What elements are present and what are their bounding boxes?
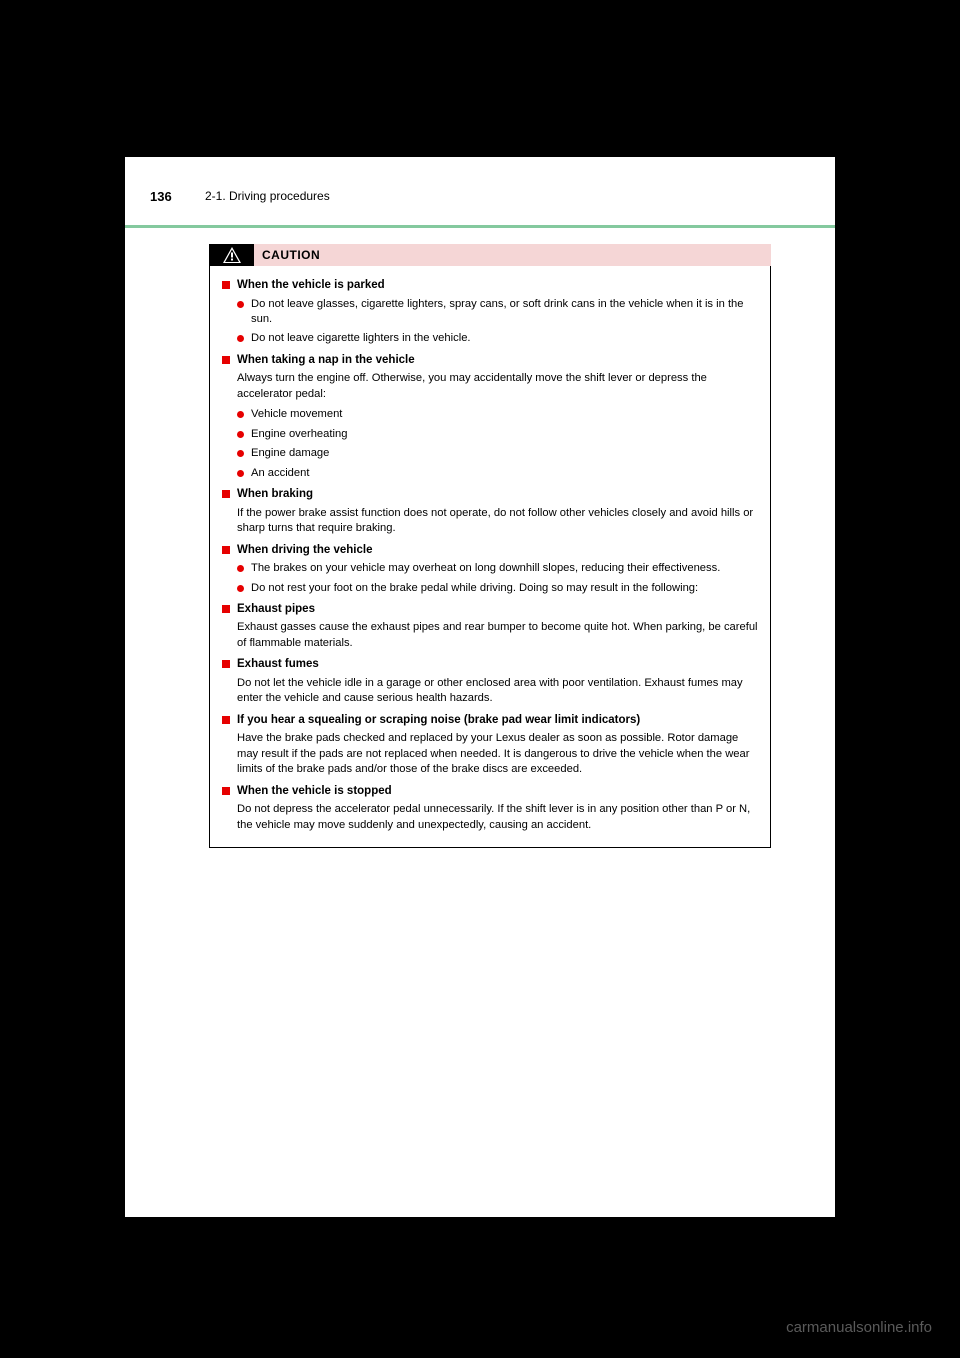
section-header: If you hear a squealing or scraping nois… [222,713,758,729]
caution-section: When the vehicle is stopped Do not depre… [222,784,758,833]
section-title: When driving the vehicle [237,543,372,559]
section-title: Exhaust fumes [237,657,319,673]
bullet-item: The brakes on your vehicle may overheat … [237,561,758,576]
bullet-text: The brakes on your vehicle may overheat … [251,561,720,576]
section-body: Have the brake pads checked and replaced… [237,731,758,777]
warning-icon [223,247,241,263]
square-bullet-icon [222,281,230,289]
chapter-title: 2-1. Driving procedures [205,189,330,203]
manual-page: 136 2-1. Driving procedures CAUTION Whe [125,157,835,1217]
section-title: If you hear a squealing or scraping nois… [237,713,640,729]
caution-section: When the vehicle is parked Do not leave … [222,278,758,347]
caution-section: If you hear a squealing or scraping nois… [222,713,758,778]
bullet-item: Do not leave glasses, cigarette lighters… [237,297,758,328]
square-bullet-icon [222,716,230,724]
section-header: Exhaust fumes [222,657,758,673]
round-bullet-icon [237,565,244,572]
bullet-item: Engine damage [237,446,758,461]
caution-content: When the vehicle is parked Do not leave … [209,266,771,848]
bullet-text: Engine overheating [251,427,347,442]
caution-label-wrap: CAUTION [254,244,771,266]
section-body: Exhaust gasses cause the exhaust pipes a… [237,620,758,651]
section-header: When braking [222,487,758,503]
section-header: When the vehicle is parked [222,278,758,294]
section-body: Do not depress the accelerator pedal unn… [237,802,758,833]
caution-header: CAUTION [209,244,771,266]
bullet-item: Vehicle movement [237,407,758,422]
round-bullet-icon [237,470,244,477]
bullet-text: Vehicle movement [251,407,342,422]
square-bullet-icon [222,605,230,613]
section-title: When the vehicle is stopped [237,784,392,800]
caution-label: CAUTION [262,248,320,262]
caution-box: CAUTION When the vehicle is parked Do no… [209,244,771,848]
square-bullet-icon [222,356,230,364]
section-header: When driving the vehicle [222,543,758,559]
caution-section: When driving the vehicle The brakes on y… [222,543,758,596]
page-number: 136 [150,189,172,204]
bullet-item: Engine overheating [237,427,758,442]
caution-section: When taking a nap in the vehicle Always … [222,353,758,481]
caution-icon-wrap [209,244,254,266]
square-bullet-icon [222,546,230,554]
watermark: carmanualsonline.info [786,1319,932,1336]
caution-section: Exhaust fumes Do not let the vehicle idl… [222,657,758,706]
bullet-item: An accident [237,466,758,481]
section-title: Exhaust pipes [237,602,315,618]
section-header: When the vehicle is stopped [222,784,758,800]
round-bullet-icon [237,411,244,418]
section-title: When braking [237,487,313,503]
round-bullet-icon [237,301,244,308]
section-header: Exhaust pipes [222,602,758,618]
bullet-item: Do not leave cigarette lighters in the v… [237,331,758,346]
round-bullet-icon [237,335,244,342]
round-bullet-icon [237,585,244,592]
section-body: Always turn the engine off. Otherwise, y… [237,371,758,402]
bullet-text: Engine damage [251,446,329,461]
section-title: When taking a nap in the vehicle [237,353,415,369]
bullet-text: Do not leave glasses, cigarette lighters… [251,297,758,328]
bullet-item: Do not rest your foot on the brake pedal… [237,581,758,596]
round-bullet-icon [237,450,244,457]
round-bullet-icon [237,431,244,438]
section-body: Do not let the vehicle idle in a garage … [237,676,758,707]
caution-section: Exhaust pipes Exhaust gasses cause the e… [222,602,758,651]
square-bullet-icon [222,490,230,498]
bullet-text: Do not rest your foot on the brake pedal… [251,581,698,596]
bullet-text: An accident [251,466,309,481]
section-header: When taking a nap in the vehicle [222,353,758,369]
square-bullet-icon [222,787,230,795]
caution-section: When braking If the power brake assist f… [222,487,758,536]
square-bullet-icon [222,660,230,668]
header-divider [125,225,835,228]
section-body: If the power brake assist function does … [237,506,758,537]
bullet-text: Do not leave cigarette lighters in the v… [251,331,471,346]
section-title: When the vehicle is parked [237,278,385,294]
